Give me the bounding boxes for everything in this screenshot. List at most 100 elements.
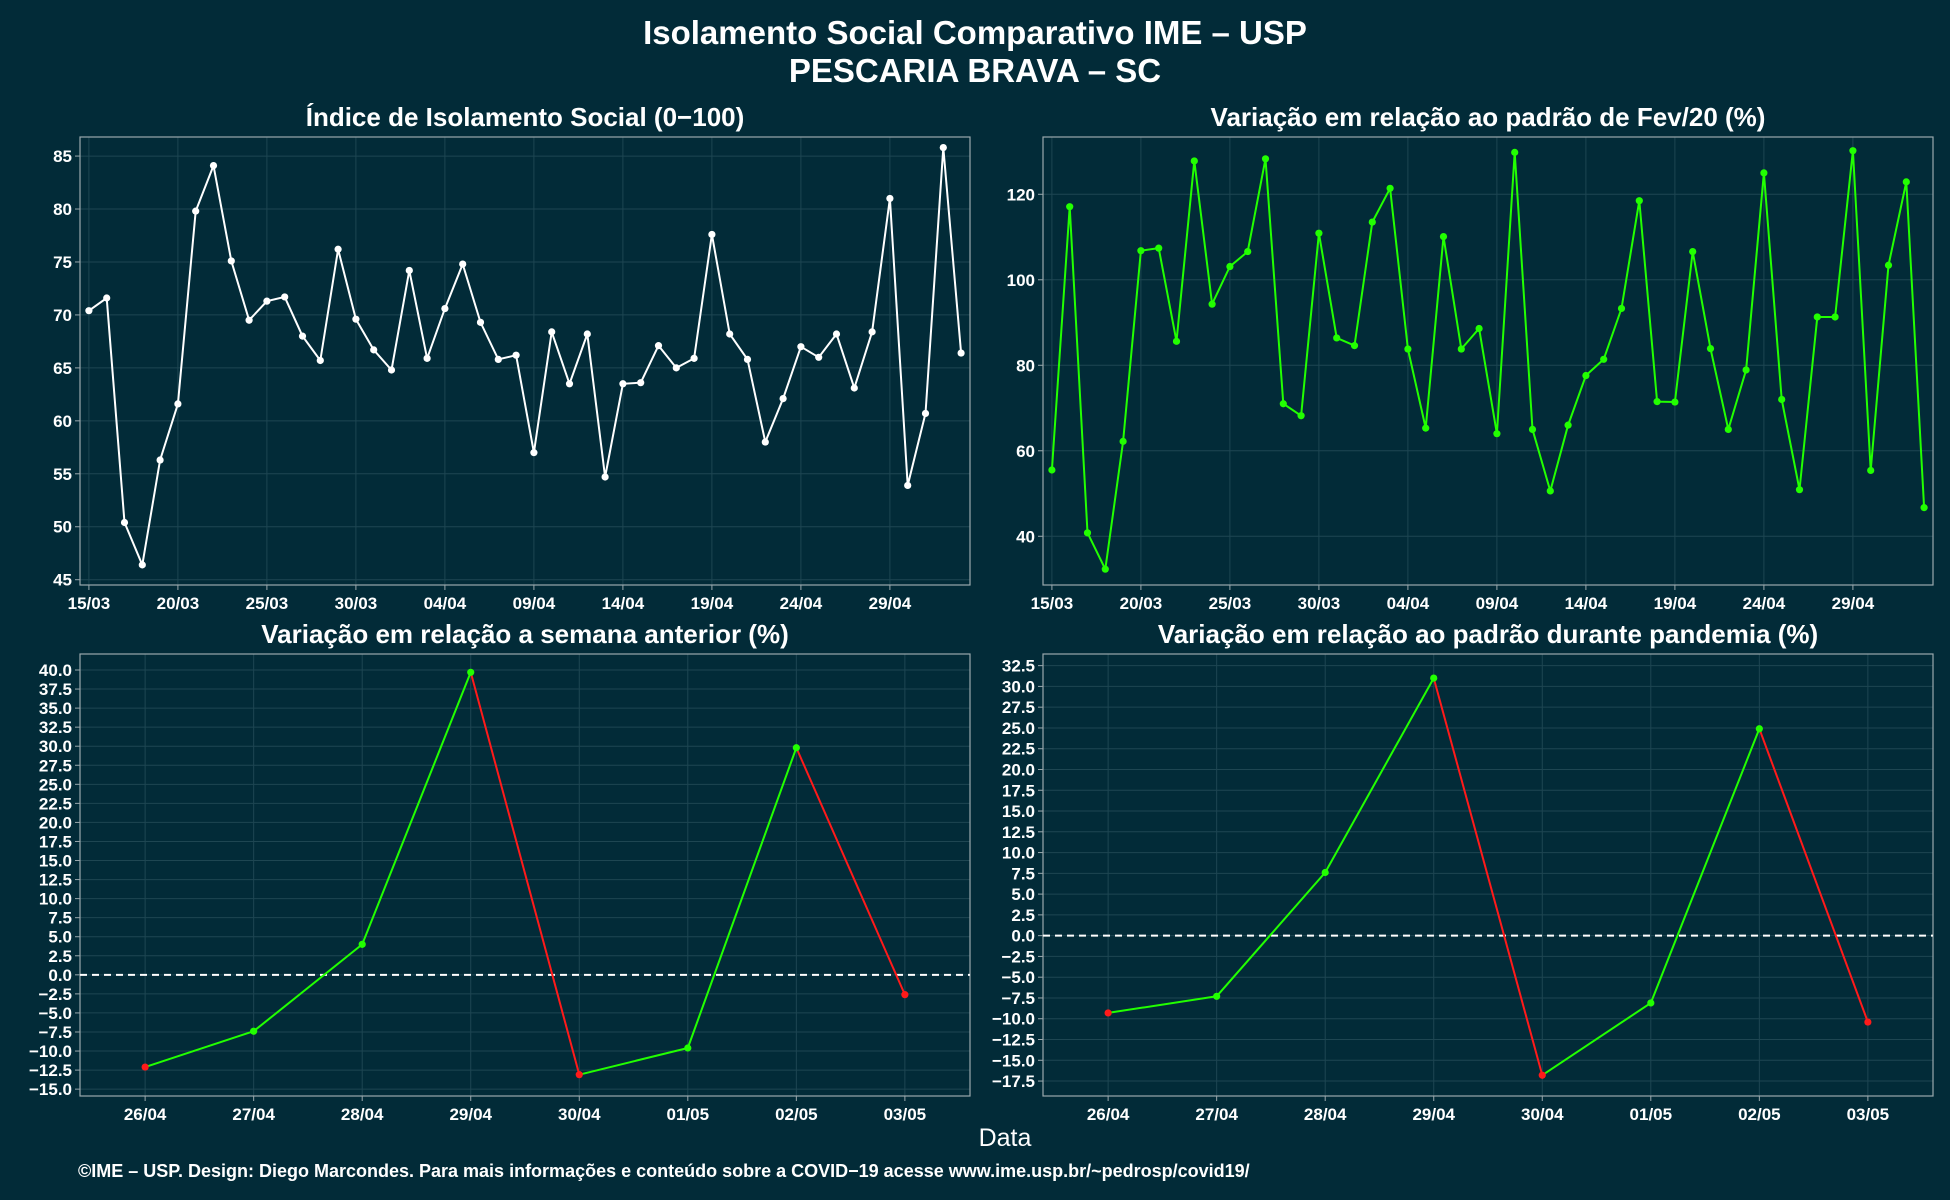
y-tick-label: 7.5 <box>1011 864 1035 883</box>
data-point <box>1213 992 1221 1000</box>
data-point <box>921 409 930 418</box>
y-tick-label: −12.5 <box>992 1031 1035 1050</box>
data-point <box>575 1071 583 1079</box>
data-point <box>1244 247 1252 256</box>
data-point <box>1511 148 1519 156</box>
data-point <box>1902 178 1910 186</box>
y-tick-label: 27.5 <box>1002 698 1035 717</box>
y-tick-label: 120 <box>1007 185 1035 204</box>
y-tick-label: −15.0 <box>992 1051 1035 1070</box>
data-point <box>1457 345 1465 353</box>
data-point <box>192 207 200 215</box>
series-segment <box>795 747 906 996</box>
data-point <box>1333 334 1341 342</box>
y-tick-label: 37.5 <box>39 680 72 699</box>
data-point <box>1261 155 1270 163</box>
y-tick-label: 80 <box>1016 356 1035 375</box>
x-tick-label: 15/03 <box>68 594 111 613</box>
panel-title: Variação em relação a semana anterior (%… <box>261 619 789 649</box>
y-tick-label: 27.5 <box>39 756 72 775</box>
y-tick-label: 15.0 <box>1002 802 1035 821</box>
data-point <box>1475 324 1483 333</box>
data-point <box>1155 244 1163 252</box>
y-tick-label: 20.0 <box>1002 760 1035 779</box>
x-tick-label: 09/04 <box>513 594 556 613</box>
y-tick-label: 22.5 <box>1002 740 1035 759</box>
y-tick-label: 25.0 <box>1002 719 1035 738</box>
data-point <box>1279 400 1287 408</box>
y-tick-label: 0.0 <box>1011 927 1035 946</box>
y-tick-label: 32.5 <box>39 718 72 737</box>
data-point <box>654 342 663 350</box>
y-tick-label: 50 <box>53 518 72 537</box>
data-point <box>1226 262 1234 271</box>
data-point <box>358 940 366 948</box>
x-tick-label: 02/05 <box>775 1105 818 1124</box>
data-point <box>138 561 146 569</box>
y-tick-label: 30.0 <box>39 737 72 756</box>
x-tick-label: 29/04 <box>869 594 912 613</box>
x-tick-label: 29/04 <box>1412 1105 1455 1124</box>
series-segment <box>1432 677 1544 1076</box>
x-tick-label: 27/04 <box>232 1105 275 1124</box>
x-tick-label: 30/03 <box>335 594 378 613</box>
footer-credits: ©IME – USP. Design: Diego Marcondes. Par… <box>78 1161 1250 1181</box>
data-point <box>1755 725 1763 733</box>
data-point <box>1689 247 1697 256</box>
y-tick-label: 40.0 <box>39 661 72 680</box>
y-tick-label: 15.0 <box>39 852 72 871</box>
data-point <box>1297 412 1305 420</box>
x-tick-label: 27/04 <box>1195 1105 1238 1124</box>
data-point <box>334 245 342 253</box>
data-point <box>1671 398 1679 406</box>
data-point <box>281 293 289 301</box>
data-point <box>1368 218 1376 226</box>
x-tick-label: 30/04 <box>558 1105 601 1124</box>
data-point <box>263 297 271 305</box>
y-tick-label: 70 <box>53 306 72 325</box>
data-point <box>832 330 841 338</box>
data-point <box>1386 184 1394 192</box>
x-tick-label: 29/04 <box>449 1105 492 1124</box>
data-point <box>1404 345 1412 353</box>
data-point <box>141 1063 149 1071</box>
data-point <box>156 456 164 464</box>
data-point <box>690 354 698 362</box>
data-point <box>1528 425 1537 433</box>
data-point <box>103 294 111 302</box>
x-tick-label: 04/04 <box>424 594 467 613</box>
panel-title: Variação em relação ao padrão durante pa… <box>1158 619 1818 649</box>
data-point <box>637 379 645 387</box>
panel-border <box>79 653 971 1097</box>
data-point <box>298 332 307 340</box>
grid-lines <box>1043 654 1933 1096</box>
grid-lines <box>80 654 970 1096</box>
y-tick-label: 7.5 <box>48 909 72 928</box>
y-tick-label: −7.5 <box>38 1023 72 1042</box>
data-point <box>174 400 182 408</box>
x-tick-label: 01/05 <box>667 1105 710 1124</box>
data-point <box>1439 233 1448 241</box>
data-point <box>459 260 467 268</box>
data-point <box>1884 261 1893 269</box>
data-point <box>245 316 253 324</box>
data-point <box>797 343 805 351</box>
data-point <box>565 380 574 388</box>
x-tick-label: 15/03 <box>1031 594 1074 613</box>
panel-title: Índice de Isolamento Social (0−100) <box>306 102 745 132</box>
data-point <box>1493 430 1501 438</box>
data-point <box>405 266 413 275</box>
data-point <box>441 304 449 313</box>
x-tick-label: 25/03 <box>1209 594 1252 613</box>
panel-variation-pandemic-pattern: Variação em relação ao padrão durante pa… <box>992 619 1934 1124</box>
x-tick-label: 30/04 <box>1521 1105 1564 1124</box>
panel-border <box>1042 136 1934 586</box>
panel-title: Variação em relação ao padrão de Fev/20 … <box>1211 102 1766 132</box>
panel-border <box>79 136 971 586</box>
x-tick-label: 29/04 <box>1832 594 1875 613</box>
y-tick-label: −10.0 <box>992 1010 1035 1029</box>
data-point <box>1422 424 1430 432</box>
data-point <box>792 744 800 752</box>
data-point <box>761 438 769 446</box>
